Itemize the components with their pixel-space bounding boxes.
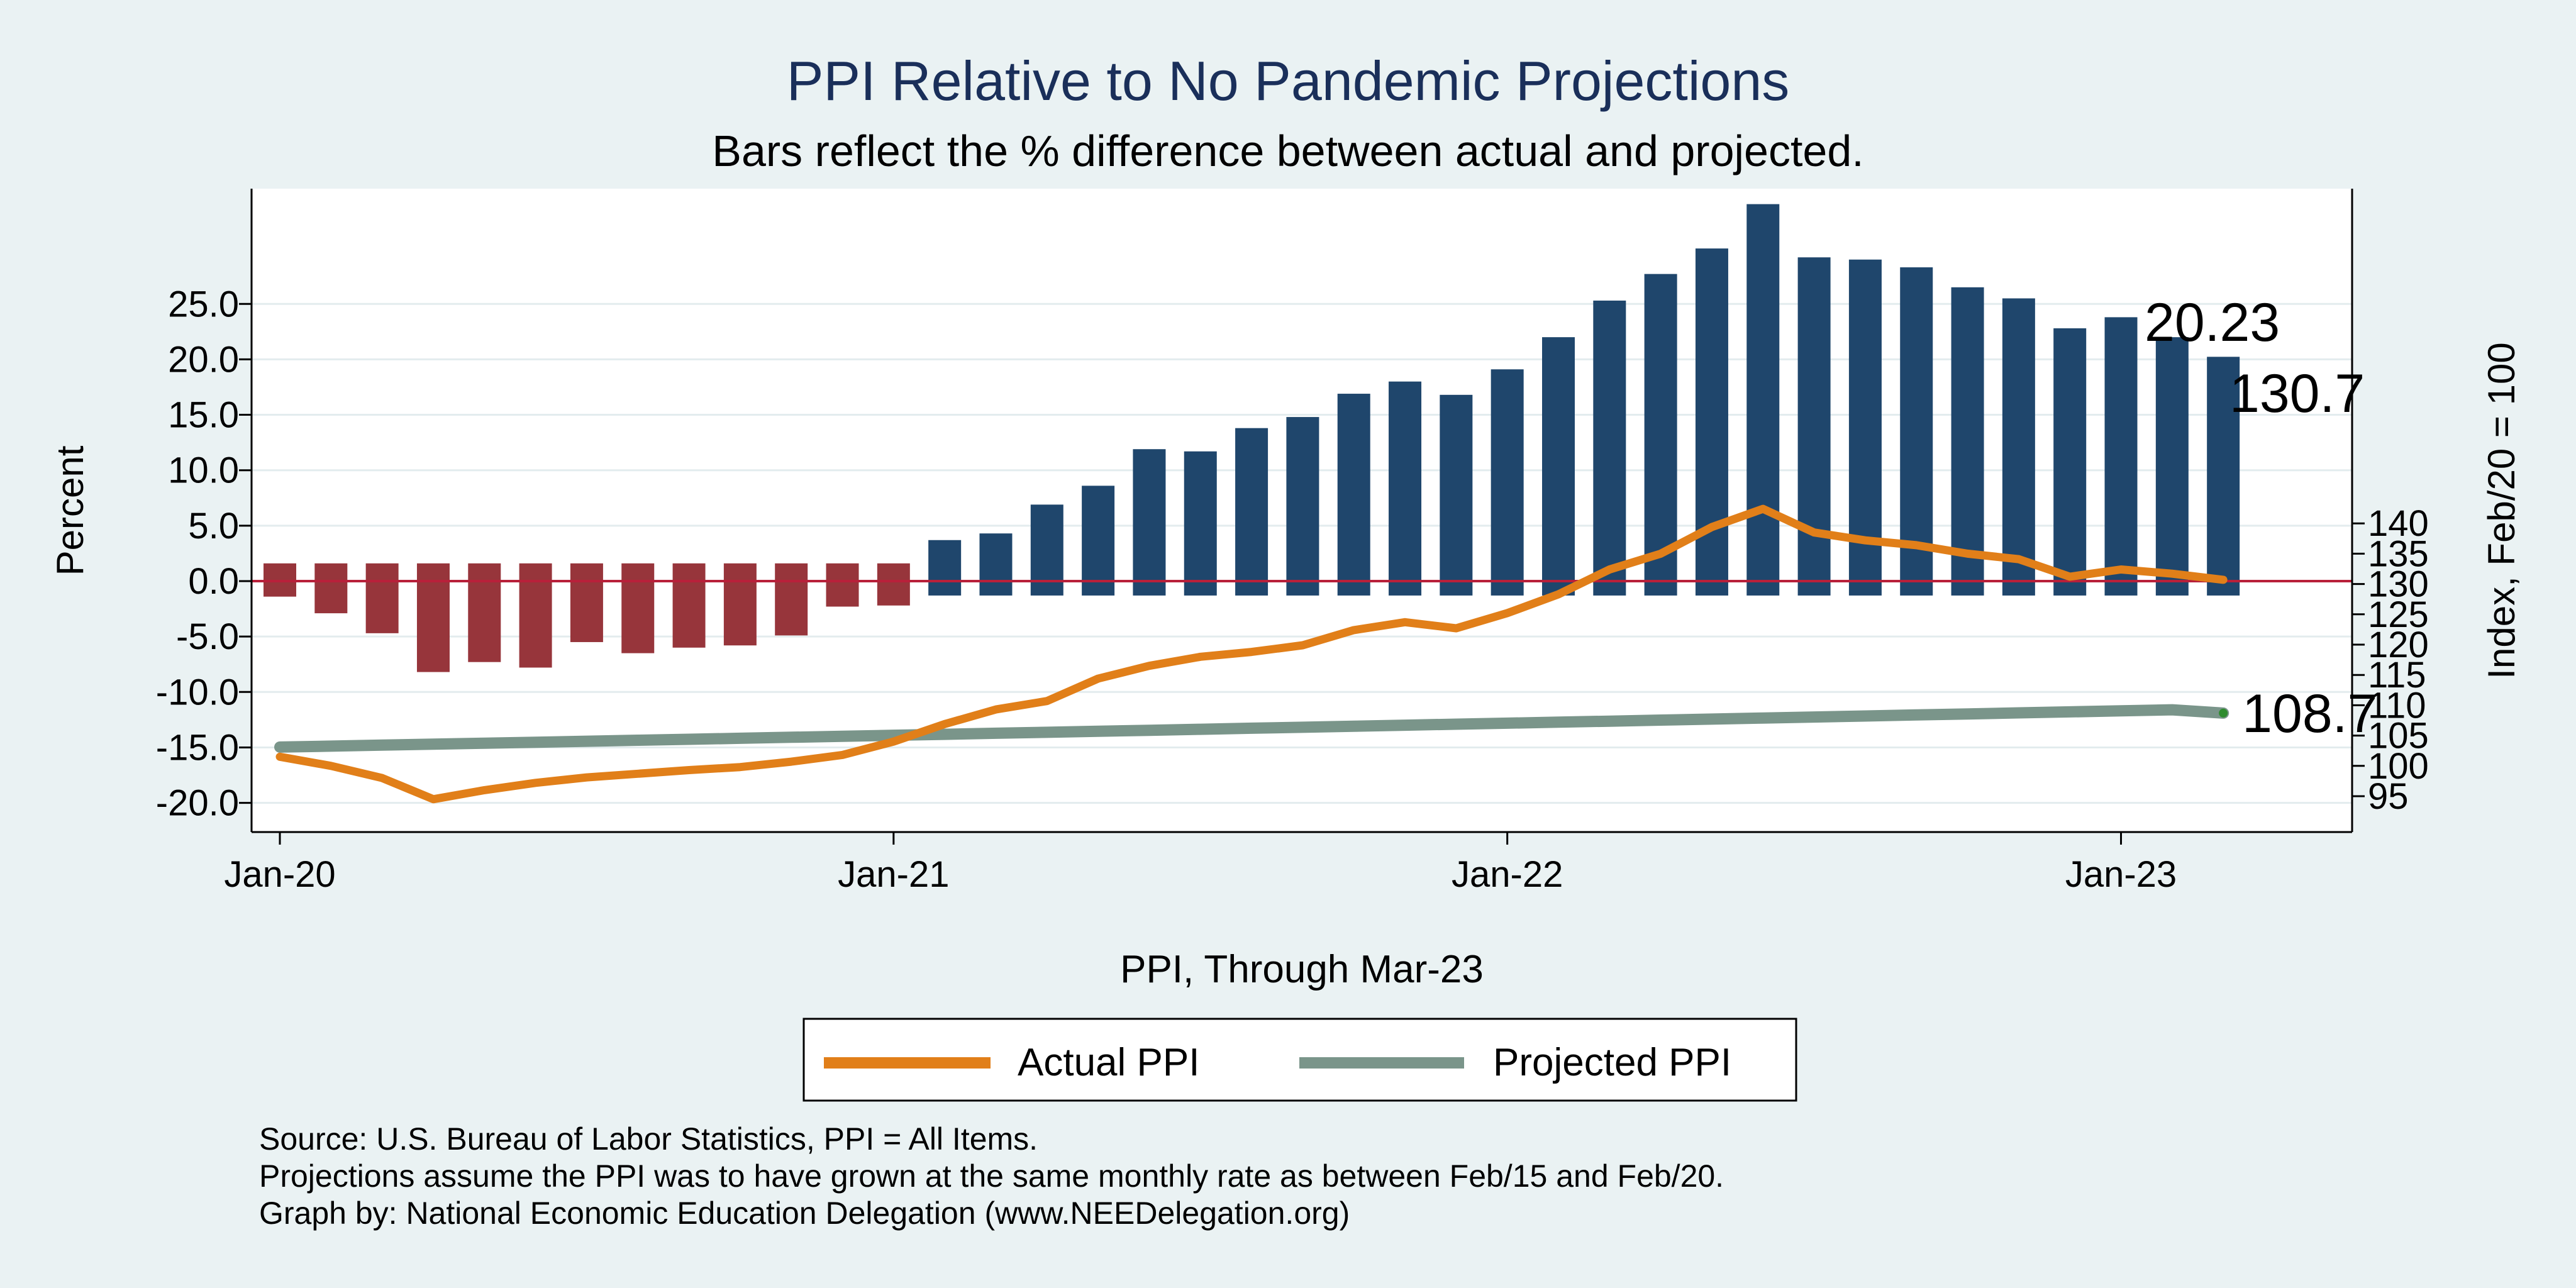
left-tick-label: 5.0 <box>188 506 239 547</box>
bar <box>468 563 501 662</box>
bar <box>1542 337 1575 596</box>
bar-series <box>264 204 2240 672</box>
projected-end-label: 108.7 <box>2242 684 2377 744</box>
bar <box>2207 357 2240 596</box>
projected-ppi-line <box>274 704 2229 753</box>
bar <box>826 563 859 607</box>
bar <box>1746 204 1780 596</box>
right-tick-label: 130 <box>2368 564 2429 605</box>
right-tick-label: 115 <box>2368 655 2426 696</box>
right-tick-label: 125 <box>2368 594 2429 635</box>
left-tick-label: -20.0 <box>156 783 239 824</box>
bar <box>1440 394 1473 596</box>
bar <box>2155 337 2189 596</box>
bar <box>2002 298 2035 596</box>
bar <box>1797 257 1831 596</box>
projected-end-dot <box>2219 708 2228 718</box>
legend: Actual PPI Projected PPI <box>802 1018 1797 1102</box>
bar <box>519 563 552 668</box>
right-tick-label: 100 <box>2368 746 2429 787</box>
bar <box>1389 381 1422 596</box>
right-tick-label: 110 <box>2368 685 2426 726</box>
line-series <box>274 504 2229 804</box>
x-tick-label: Jan-22 <box>1452 854 1563 895</box>
bar <box>2104 317 2138 596</box>
left-tick-label: 0.0 <box>188 561 239 602</box>
bar <box>1082 486 1115 596</box>
legend-label-actual: Actual PPI <box>1018 1041 1199 1084</box>
bar <box>1951 287 1984 596</box>
right-tick-label: 95 <box>2368 776 2409 817</box>
bar <box>775 563 808 636</box>
bar <box>365 563 399 633</box>
actual-ppi-line <box>275 504 2228 804</box>
left-axis-title: Percent <box>49 445 91 575</box>
bar <box>1184 451 1217 596</box>
bar <box>1133 449 1166 596</box>
left-tick-label: -5.0 <box>176 616 239 657</box>
left-tick-label: 20.0 <box>168 339 239 380</box>
bar <box>979 533 1013 596</box>
right-tick-label: 120 <box>2368 625 2429 665</box>
actual-end-label: 130.7 <box>2229 364 2365 424</box>
bar <box>570 563 603 642</box>
left-tick-label: -10.0 <box>156 672 239 713</box>
bar <box>877 563 910 606</box>
bar <box>1593 300 1626 596</box>
bar <box>621 563 655 653</box>
chart-subtitle: Bars reflect the % difference between ac… <box>712 126 1864 175</box>
left-tick-label: 10.0 <box>168 450 239 491</box>
bar <box>1286 417 1319 596</box>
end-labels: 20.23 130.7 108.7 <box>2145 292 2377 744</box>
chart-notes: Source: U.S. Bureau of Labor Statistics,… <box>259 1121 1724 1232</box>
bar-end-label: 20.23 <box>2145 292 2280 353</box>
x-tick-label: Jan-20 <box>224 854 335 895</box>
bar <box>1695 248 1728 596</box>
chart-title: PPI Relative to No Pandemic Projections <box>786 50 1790 112</box>
bar <box>723 563 757 646</box>
bar <box>1337 394 1370 596</box>
credit-note: Graph by: National Economic Education De… <box>259 1196 1350 1231</box>
x-tick-label: Jan-21 <box>838 854 949 895</box>
right-tick-label: 140 <box>2368 503 2429 544</box>
axes <box>250 189 2353 833</box>
bar <box>1235 428 1269 596</box>
method-note: Projections assume the PPI was to have g… <box>259 1158 1724 1194</box>
legend-label-projected: Projected PPI <box>1493 1041 1731 1084</box>
bar <box>928 540 962 596</box>
bar <box>1644 274 1677 596</box>
x-tick-label: Jan-23 <box>2065 854 2177 895</box>
source-note: Source: U.S. Bureau of Labor Statistics,… <box>259 1121 1038 1157</box>
bar <box>314 563 348 614</box>
left-axis-ticks: 25.0 20.0 15.0 10.0 5.0 0.0 -5.0 -10.0 -15.0 -20.… <box>156 284 252 824</box>
left-tick-label: -15.0 <box>156 727 239 768</box>
right-tick-label: 105 <box>2368 716 2429 757</box>
right-axis-title: Index, Feb/20 = 100 <box>2480 342 2523 679</box>
left-tick-label: 15.0 <box>168 395 239 436</box>
x-axis-title: PPI, Through Mar-23 <box>1120 948 1484 991</box>
x-axis-ticks: Jan-20 Jan-21 Jan-22 Jan-23 <box>224 832 2177 895</box>
bar <box>2053 328 2087 596</box>
bar <box>672 563 706 648</box>
left-tick-label: 25.0 <box>168 284 239 325</box>
right-tick-label: 135 <box>2368 533 2429 574</box>
bar <box>416 563 450 672</box>
bar <box>1491 369 1524 596</box>
